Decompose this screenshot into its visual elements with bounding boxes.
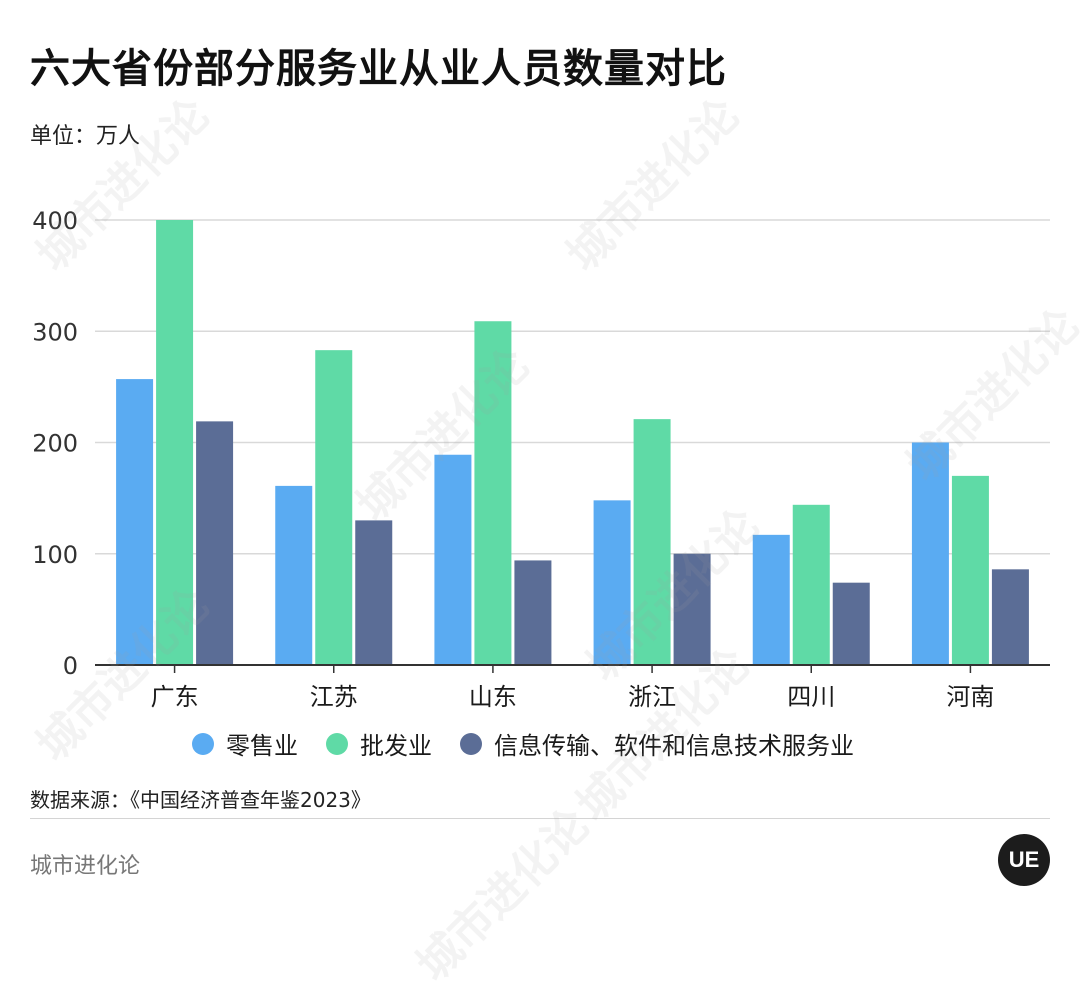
- bar: [832, 582, 870, 665]
- bar: [593, 500, 631, 665]
- unit-label: 单位：万人: [30, 124, 141, 149]
- divider: [30, 818, 1050, 819]
- bar: [355, 520, 393, 665]
- legend-label: 信息传输、软件和信息技术服务业: [494, 732, 854, 760]
- bar-chart: 0 100 200 300 400 广东 江苏 山东 浙江 四川 河南: [32, 207, 1050, 711]
- y-tick-label: 400: [32, 207, 78, 235]
- legend-item: 批发业: [326, 726, 432, 761]
- legend-swatch: [326, 732, 348, 755]
- bar: [156, 220, 194, 665]
- legend-swatch: [460, 732, 482, 755]
- bar: [116, 379, 154, 665]
- legend-swatch: [192, 732, 214, 755]
- bar: [673, 553, 711, 665]
- bar: [514, 560, 552, 665]
- x-tick-label: 山东: [469, 683, 517, 711]
- bar: [434, 454, 472, 665]
- bars: [116, 220, 1029, 665]
- bar: [196, 421, 234, 665]
- bar: [951, 475, 989, 665]
- bar: [752, 534, 790, 665]
- brand-name: 城市进化论: [30, 854, 141, 879]
- chart-title: 六大省份部分服务业从业人员数量对比: [30, 46, 727, 92]
- x-tick-label: 四川: [787, 683, 835, 711]
- y-tick-label: 300: [32, 318, 78, 346]
- source-note: 数据来源：《中国经济普查年鉴2023》: [30, 788, 371, 812]
- legend-label: 批发业: [360, 732, 432, 760]
- y-axis-ticks: 0 100 200 300 400: [32, 207, 78, 680]
- legend-item: 零售业: [192, 726, 298, 761]
- bar: [633, 419, 671, 665]
- x-tick-label: 江苏: [310, 683, 358, 711]
- legend-label: 零售业: [226, 732, 298, 760]
- x-tick-label: 广东: [151, 683, 199, 711]
- y-tick-label: 0: [63, 652, 78, 680]
- bar: [911, 442, 949, 665]
- bar: [792, 504, 830, 665]
- bar: [315, 350, 353, 665]
- bar: [991, 569, 1029, 665]
- y-tick-label: 100: [32, 541, 78, 569]
- bar: [275, 485, 313, 665]
- legend: 零售业 批发业 信息传输、软件和信息技术服务业: [192, 726, 854, 761]
- brand-logo: UE: [998, 834, 1050, 886]
- y-tick-label: 200: [32, 430, 78, 458]
- bar: [474, 321, 512, 665]
- x-tick-label: 浙江: [628, 683, 676, 711]
- gridlines: [95, 219, 1050, 555]
- x-tick-label: 河南: [946, 683, 994, 711]
- legend-item: 信息传输、软件和信息技术服务业: [460, 726, 854, 761]
- x-axis-ticks: 广东 江苏 山东 浙江 四川 河南: [151, 665, 994, 711]
